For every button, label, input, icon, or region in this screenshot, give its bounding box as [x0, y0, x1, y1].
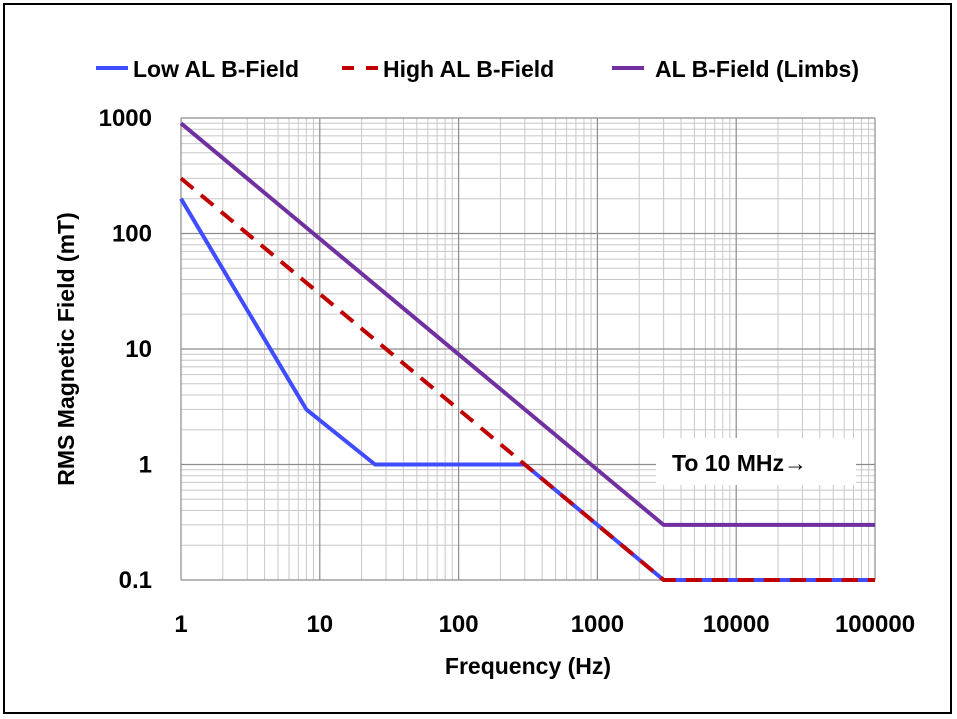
x-tick-label: 1000: [571, 611, 624, 638]
series-line-1: [179, 197, 875, 582]
chart-frame: [3, 3, 952, 714]
y-axis-title: RMS Magnetic Field (mT): [53, 212, 79, 485]
x-tick-label: 10: [306, 611, 333, 638]
legend-label: High AL B-Field: [383, 56, 554, 82]
y-tick-label: 100: [112, 221, 152, 248]
x-tick-label: 10000: [703, 611, 770, 638]
annotation-box: [656, 438, 856, 485]
x-tick-labels: 1 10 100 1000 10000 100000: [174, 611, 915, 638]
annotation-label: To 10 MHz→: [672, 450, 807, 476]
x-tick-label: 100: [439, 611, 479, 638]
series-layer: [179, 121, 875, 582]
y-tick-label: 10: [125, 336, 152, 363]
series-line-3: [179, 121, 875, 527]
legend: Low AL B-Field High AL B-Field AL B-Field …: [96, 56, 859, 82]
x-tick-label: 1: [174, 611, 187, 638]
x-tick-label: 100000: [835, 611, 915, 638]
legend-label: Low AL B-Field: [133, 56, 299, 82]
x-axis-title: Frequency (Hz): [445, 653, 611, 679]
y-tick-label: 1000: [99, 105, 152, 132]
y-tick-labels: 0.1 1 10 100 1000: [99, 105, 152, 594]
legend-label: AL B-Field (Limbs): [655, 56, 859, 82]
y-tick-label: 1: [139, 452, 152, 479]
series-line-2: [179, 176, 875, 582]
y-tick-label: 0.1: [119, 567, 152, 594]
